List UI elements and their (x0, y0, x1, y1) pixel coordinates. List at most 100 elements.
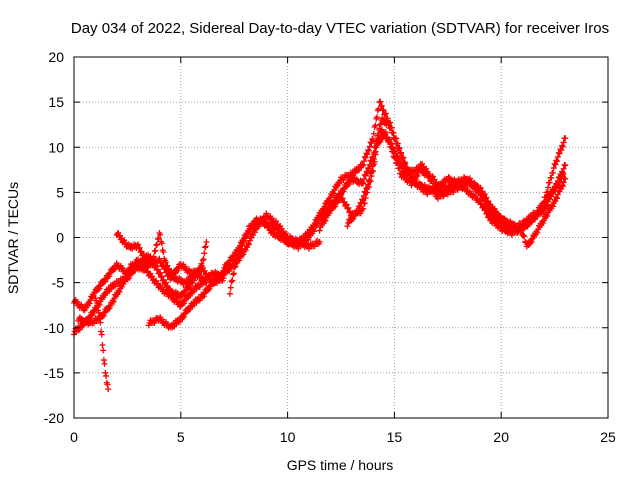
data-point-marker (157, 269, 164, 276)
data-point-marker (370, 162, 377, 169)
data-point-marker (443, 188, 450, 195)
data-point-marker (106, 288, 113, 295)
data-point-marker (401, 159, 408, 166)
data-point-marker (536, 211, 543, 218)
data-point-marker (229, 277, 236, 284)
axis-ticks: 0 5 10 15 20 25 -20 -15 -10 -5 0 5 10 15 20 (44, 49, 616, 445)
data-point-marker (163, 279, 170, 286)
data-point-marker (210, 281, 217, 288)
y-tick-label: 10 (48, 139, 64, 155)
data-point-marker (332, 203, 339, 210)
data-point-marker (226, 267, 233, 274)
data-point-marker (102, 292, 109, 299)
data-point-marker (96, 285, 103, 292)
data-point-marker (394, 160, 401, 167)
data-point-marker (152, 247, 159, 254)
data-point-marker (558, 147, 565, 154)
data-point-marker (362, 154, 369, 161)
data-point-marker (560, 165, 567, 172)
data-point-marker (544, 213, 551, 220)
data-point-marker (186, 283, 193, 290)
data-point-marker (326, 210, 333, 217)
data-point-marker (360, 197, 367, 204)
data-point-marker (140, 251, 147, 258)
data-point-marker (396, 165, 403, 172)
data-point-marker (362, 189, 369, 196)
data-point-marker (355, 207, 362, 214)
data-point-marker (360, 162, 367, 169)
data-point-marker (365, 165, 372, 172)
data-point-marker (394, 140, 401, 147)
data-point-marker (360, 180, 367, 187)
data-point-marker (361, 158, 368, 165)
data-point-marker (551, 187, 558, 194)
data-point-marker (98, 331, 105, 338)
data-point-marker (359, 196, 366, 203)
data-point-marker (359, 179, 366, 186)
data-point-marker (346, 209, 353, 216)
data-point-marker (316, 227, 323, 234)
data-point-marker (367, 170, 374, 177)
data-point-marker (414, 173, 421, 180)
data-point-marker (486, 212, 493, 219)
data-point-marker (103, 372, 110, 379)
data-point-marker (368, 169, 375, 176)
data-point-marker (534, 229, 541, 236)
data-point-marker (558, 175, 565, 182)
data-point-marker (322, 217, 329, 224)
data-point-marker (432, 188, 439, 195)
series-track-7 (220, 115, 569, 275)
data-point-marker (365, 178, 372, 185)
data-point-marker (362, 172, 369, 179)
data-point-marker (206, 285, 213, 292)
data-point-marker (554, 153, 561, 160)
data-point-marker (549, 170, 556, 177)
series-track-10 (344, 129, 567, 234)
data-point-marker (142, 254, 149, 261)
data-point-marker (184, 279, 191, 286)
x-tick-label: 0 (70, 429, 78, 445)
data-point-marker (562, 135, 569, 142)
data-point-marker (365, 165, 372, 172)
data-point-marker (199, 257, 206, 264)
data-point-marker (126, 275, 133, 282)
y-tick-label: -20 (44, 410, 64, 426)
data-point-marker (344, 223, 351, 230)
data-point-marker (562, 162, 569, 169)
data-point-marker (365, 146, 372, 153)
data-point-marker (250, 224, 257, 231)
data-point-marker (237, 245, 244, 252)
series-track-5 (113, 229, 227, 287)
data-point-marker (200, 293, 207, 300)
data-point-marker (541, 201, 548, 208)
data-point-marker (390, 129, 397, 136)
data-point-marker (393, 135, 400, 142)
data-point-marker (226, 260, 233, 267)
data-point-marker (556, 150, 563, 157)
data-point-marker (243, 231, 250, 238)
data-point-marker (160, 249, 167, 256)
data-point-marker (156, 255, 163, 262)
x-axis-title: GPS time / hours (287, 457, 394, 473)
y-axis-title: SDTVAR / TECUs (5, 182, 21, 294)
data-point-marker (154, 241, 161, 248)
x-tick-label: 10 (280, 429, 296, 445)
data-point-marker (162, 265, 169, 272)
data-point-marker (340, 188, 347, 195)
data-point-marker (244, 231, 251, 238)
data-point-marker (350, 215, 357, 222)
data-point-marker (233, 257, 240, 264)
data-point-marker (135, 241, 142, 248)
data-point-marker (100, 357, 107, 364)
data-point-marker (181, 300, 188, 307)
data-point-marker (366, 177, 373, 184)
data-point-marker (295, 245, 302, 252)
data-point-marker (105, 386, 112, 393)
data-point-marker (153, 267, 160, 274)
x-tick-label: 20 (493, 429, 509, 445)
data-point-marker (181, 313, 188, 320)
data-point-marker (157, 231, 164, 238)
data-point-marker (370, 137, 377, 144)
data-point-marker (399, 164, 406, 171)
data-point-marker (540, 220, 547, 227)
